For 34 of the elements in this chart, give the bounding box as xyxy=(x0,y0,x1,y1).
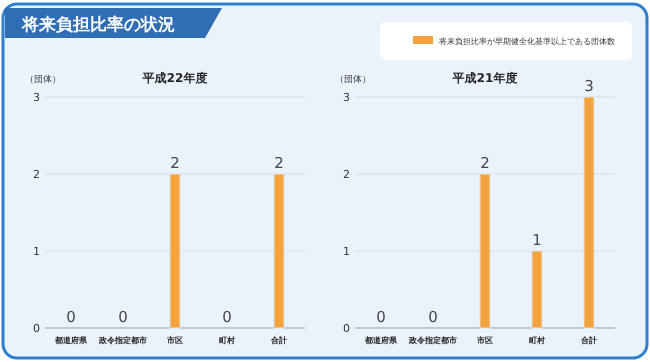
y-tick-label: 1 xyxy=(33,245,40,258)
data-label: 0 xyxy=(118,308,128,326)
chart-title: 平成22年度 xyxy=(142,71,208,85)
text: 将来負担比率の状況 xyxy=(21,15,175,35)
x-tick-label: 都道府県 xyxy=(364,335,398,345)
x-tick-label: 政令指定都市 xyxy=(98,335,147,345)
chart-title: 平成21年度 xyxy=(452,71,518,85)
data-label: 2 xyxy=(274,154,284,172)
x-tick-label: 合計 xyxy=(580,336,597,345)
y-tick-label: 3 xyxy=(343,91,350,104)
y-tick-label: 2 xyxy=(343,168,350,181)
data-label: 0 xyxy=(428,308,438,326)
legend-label: 将来負担比率が早期健全化基準以上である団体数 xyxy=(438,37,615,46)
y-tick-label: 2 xyxy=(33,168,40,181)
y-tick-label: 1 xyxy=(343,245,350,258)
data-label: 0 xyxy=(222,308,232,326)
y-axis-title: （団体） xyxy=(25,74,61,85)
data-label: 0 xyxy=(66,308,76,326)
y-tick-label: 0 xyxy=(343,322,350,335)
y-axis-title: （団体） xyxy=(335,74,371,85)
y-tick-label: 3 xyxy=(33,91,40,104)
x-tick-label: 町村 xyxy=(219,336,235,345)
x-tick-label: 都道府県 xyxy=(54,335,88,345)
data-label: 2 xyxy=(170,154,180,172)
x-tick-label: 市区 xyxy=(166,335,183,345)
x-tick-label: 市区 xyxy=(476,335,493,345)
data-label: 2 xyxy=(480,154,490,172)
data-label: 1 xyxy=(532,231,542,249)
x-tick-label: 合計 xyxy=(270,336,287,345)
x-tick-label: 町村 xyxy=(529,336,545,345)
y-tick-label: 0 xyxy=(33,322,40,335)
x-tick-label: 政令指定都市 xyxy=(408,335,457,345)
data-label: 3 xyxy=(584,77,594,95)
data-label: 0 xyxy=(376,308,386,326)
